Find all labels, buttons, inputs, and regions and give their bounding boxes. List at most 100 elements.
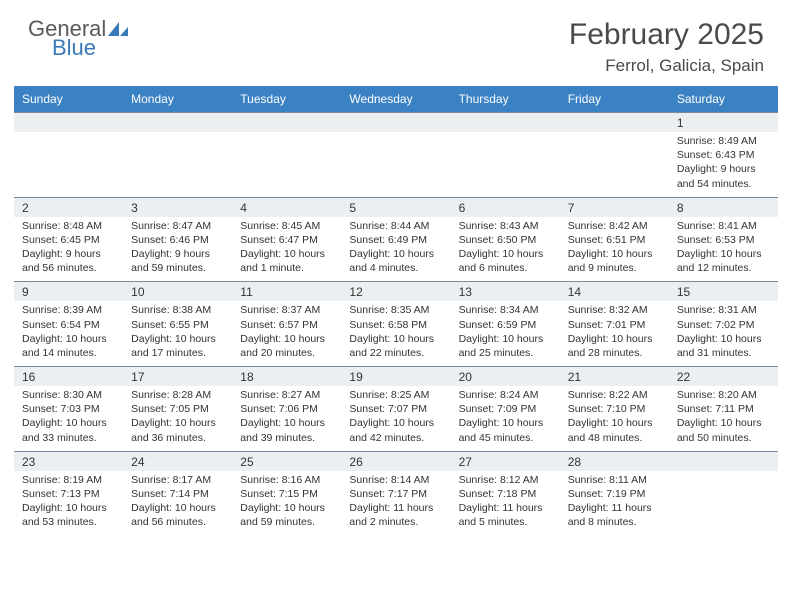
daylight-text: Daylight: 10 hours and 22 minutes. [349,332,442,360]
date-number-row: 232425262728 [14,451,778,471]
date-detail-cell: Sunrise: 8:20 AMSunset: 7:11 PMDaylight:… [669,386,778,451]
daylight-text: Daylight: 11 hours and 5 minutes. [459,501,552,529]
sunset-text: Sunset: 6:58 PM [349,318,442,332]
daylight-text: Daylight: 10 hours and 53 minutes. [22,501,115,529]
date-number: 7 [560,198,669,217]
date-number: 16 [14,367,123,386]
daylight-text: Daylight: 10 hours and 36 minutes. [131,416,224,444]
date-number: 19 [341,367,450,386]
sunrise-text: Sunrise: 8:22 AM [568,388,661,402]
date-number [451,113,560,132]
sunset-text: Sunset: 6:57 PM [240,318,333,332]
sunset-text: Sunset: 7:19 PM [568,487,661,501]
daylight-text: Daylight: 10 hours and 56 minutes. [131,501,224,529]
date-detail-cell: Sunrise: 8:14 AMSunset: 7:17 PMDaylight:… [341,471,450,536]
date-body-row: Sunrise: 8:19 AMSunset: 7:13 PMDaylight:… [14,471,778,536]
sunrise-text: Sunrise: 8:16 AM [240,473,333,487]
date-number [123,113,232,132]
date-number: 15 [669,282,778,301]
sunrise-text: Sunrise: 8:49 AM [677,134,770,148]
date-number [560,113,669,132]
daylight-text: Daylight: 11 hours and 2 minutes. [349,501,442,529]
date-number [14,113,123,132]
weekday-header-cell: Friday [560,86,669,112]
sunset-text: Sunset: 6:50 PM [459,233,552,247]
sunrise-text: Sunrise: 8:43 AM [459,219,552,233]
daylight-text: Daylight: 10 hours and 25 minutes. [459,332,552,360]
sunset-text: Sunset: 6:43 PM [677,148,770,162]
date-detail-cell: Sunrise: 8:28 AMSunset: 7:05 PMDaylight:… [123,386,232,451]
date-number [232,113,341,132]
date-number: 2 [14,198,123,217]
sunrise-text: Sunrise: 8:19 AM [22,473,115,487]
sunrise-text: Sunrise: 8:32 AM [568,303,661,317]
date-number: 27 [451,452,560,471]
date-number: 23 [14,452,123,471]
date-number: 4 [232,198,341,217]
sunset-text: Sunset: 6:54 PM [22,318,115,332]
date-detail-cell: Sunrise: 8:24 AMSunset: 7:09 PMDaylight:… [451,386,560,451]
date-detail-cell: Sunrise: 8:49 AMSunset: 6:43 PMDaylight:… [669,132,778,197]
date-detail-cell: Sunrise: 8:30 AMSunset: 7:03 PMDaylight:… [14,386,123,451]
daylight-text: Daylight: 10 hours and 4 minutes. [349,247,442,275]
date-number: 21 [560,367,669,386]
sunset-text: Sunset: 7:10 PM [568,402,661,416]
date-number: 12 [341,282,450,301]
sunset-text: Sunset: 7:17 PM [349,487,442,501]
date-number: 8 [669,198,778,217]
date-number [341,113,450,132]
sunset-text: Sunset: 6:51 PM [568,233,661,247]
date-detail-cell: Sunrise: 8:25 AMSunset: 7:07 PMDaylight:… [341,386,450,451]
daylight-text: Daylight: 10 hours and 20 minutes. [240,332,333,360]
sunrise-text: Sunrise: 8:39 AM [22,303,115,317]
date-detail-cell: Sunrise: 8:11 AMSunset: 7:19 PMDaylight:… [560,471,669,536]
date-number-row: 2345678 [14,197,778,217]
sunrise-text: Sunrise: 8:20 AM [677,388,770,402]
weekday-header-cell: Thursday [451,86,560,112]
sunrise-text: Sunrise: 8:28 AM [131,388,224,402]
daylight-text: Daylight: 10 hours and 59 minutes. [240,501,333,529]
date-detail-cell: Sunrise: 8:32 AMSunset: 7:01 PMDaylight:… [560,301,669,366]
logo: General Blue [28,18,130,59]
date-detail-cell: Sunrise: 8:19 AMSunset: 7:13 PMDaylight:… [14,471,123,536]
date-detail-cell: Sunrise: 8:22 AMSunset: 7:10 PMDaylight:… [560,386,669,451]
date-number-row: 1 [14,112,778,132]
date-detail-cell [669,471,778,536]
daylight-text: Daylight: 10 hours and 12 minutes. [677,247,770,275]
daylight-text: Daylight: 9 hours and 54 minutes. [677,162,770,190]
date-detail-cell: Sunrise: 8:42 AMSunset: 6:51 PMDaylight:… [560,217,669,282]
calendar: SundayMondayTuesdayWednesdayThursdayFrid… [0,86,792,535]
sunset-text: Sunset: 6:46 PM [131,233,224,247]
daylight-text: Daylight: 10 hours and 14 minutes. [22,332,115,360]
sunset-text: Sunset: 7:02 PM [677,318,770,332]
date-number: 11 [232,282,341,301]
date-detail-cell: Sunrise: 8:37 AMSunset: 6:57 PMDaylight:… [232,301,341,366]
sunrise-text: Sunrise: 8:27 AM [240,388,333,402]
date-number: 22 [669,367,778,386]
date-body-row: Sunrise: 8:30 AMSunset: 7:03 PMDaylight:… [14,386,778,451]
sunset-text: Sunset: 7:01 PM [568,318,661,332]
date-number: 25 [232,452,341,471]
daylight-text: Daylight: 10 hours and 33 minutes. [22,416,115,444]
sunrise-text: Sunrise: 8:25 AM [349,388,442,402]
sunrise-text: Sunrise: 8:24 AM [459,388,552,402]
date-detail-cell: Sunrise: 8:17 AMSunset: 7:14 PMDaylight:… [123,471,232,536]
logo-word2: Blue [52,35,96,60]
sunrise-text: Sunrise: 8:45 AM [240,219,333,233]
sunset-text: Sunset: 7:07 PM [349,402,442,416]
sunset-text: Sunset: 6:55 PM [131,318,224,332]
date-number: 26 [341,452,450,471]
date-detail-cell: Sunrise: 8:39 AMSunset: 6:54 PMDaylight:… [14,301,123,366]
sunrise-text: Sunrise: 8:11 AM [568,473,661,487]
date-detail-cell: Sunrise: 8:31 AMSunset: 7:02 PMDaylight:… [669,301,778,366]
date-detail-cell: Sunrise: 8:48 AMSunset: 6:45 PMDaylight:… [14,217,123,282]
weekday-header-cell: Monday [123,86,232,112]
sunset-text: Sunset: 7:05 PM [131,402,224,416]
weekday-header-cell: Sunday [14,86,123,112]
date-detail-cell: Sunrise: 8:35 AMSunset: 6:58 PMDaylight:… [341,301,450,366]
sunset-text: Sunset: 7:11 PM [677,402,770,416]
location: Ferrol, Galicia, Spain [569,56,764,76]
date-detail-cell: Sunrise: 8:38 AMSunset: 6:55 PMDaylight:… [123,301,232,366]
sunrise-text: Sunrise: 8:12 AM [459,473,552,487]
sunset-text: Sunset: 7:18 PM [459,487,552,501]
